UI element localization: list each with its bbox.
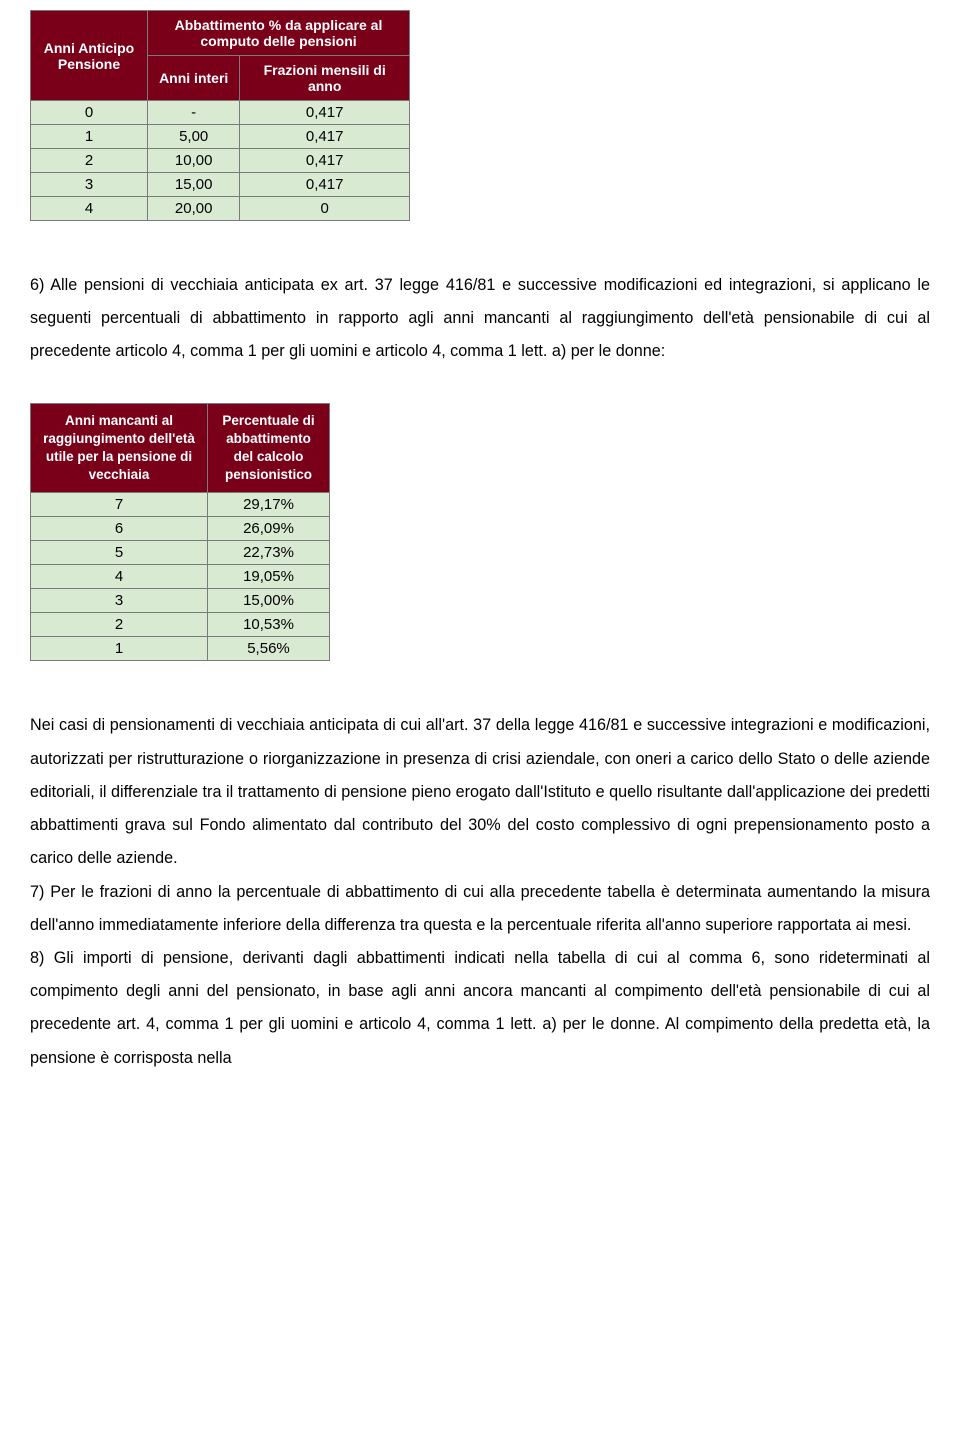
table-row: 7 29,17% bbox=[31, 493, 330, 517]
cell: 5 bbox=[31, 541, 208, 565]
paragraph-6: 6) Alle pensioni di vecchiaia anticipata… bbox=[30, 269, 930, 369]
cell: 2 bbox=[31, 613, 208, 637]
table-row: 1 5,00 0,417 bbox=[31, 125, 410, 149]
paragraph-7: 7) Per le frazioni di anno la percentual… bbox=[30, 876, 930, 942]
t2-header-percentuale: Percentuale di abbattimento del calcolo … bbox=[208, 403, 330, 493]
cell: 3 bbox=[31, 589, 208, 613]
cell: 6 bbox=[31, 517, 208, 541]
cell: 1 bbox=[31, 637, 208, 661]
percentuale-table: Anni mancanti al raggiungimento dell'età… bbox=[30, 403, 330, 662]
table-row: 4 19,05% bbox=[31, 565, 330, 589]
cell: 0,417 bbox=[240, 173, 410, 197]
table-row: 2 10,00 0,417 bbox=[31, 149, 410, 173]
table-row: 4 20,00 0 bbox=[31, 197, 410, 221]
cell: 1 bbox=[31, 125, 148, 149]
t1-header-anni-interi: Anni interi bbox=[148, 56, 240, 101]
cell: 0 bbox=[240, 197, 410, 221]
cell: 26,09% bbox=[208, 517, 330, 541]
cell: 29,17% bbox=[208, 493, 330, 517]
cell: 3 bbox=[31, 173, 148, 197]
table-row: 5 22,73% bbox=[31, 541, 330, 565]
cell: 20,00 bbox=[148, 197, 240, 221]
cell: 0,417 bbox=[240, 149, 410, 173]
cell: 10,53% bbox=[208, 613, 330, 637]
cell: - bbox=[148, 101, 240, 125]
cell: 7 bbox=[31, 493, 208, 517]
cell: 5,56% bbox=[208, 637, 330, 661]
t1-header-frazioni: Frazioni mensili di anno bbox=[240, 56, 410, 101]
cell: 15,00% bbox=[208, 589, 330, 613]
table-row: 3 15,00 0,417 bbox=[31, 173, 410, 197]
cell: 22,73% bbox=[208, 541, 330, 565]
cell: 19,05% bbox=[208, 565, 330, 589]
page: Anni Anticipo Pensione Abbattimento % da… bbox=[0, 0, 960, 1439]
cell: 0 bbox=[31, 101, 148, 125]
table-row: 3 15,00% bbox=[31, 589, 330, 613]
cell: 0,417 bbox=[240, 101, 410, 125]
cell: 2 bbox=[31, 149, 148, 173]
t2-header-anni-mancanti: Anni mancanti al raggiungimento dell'età… bbox=[31, 403, 208, 493]
cell: 10,00 bbox=[148, 149, 240, 173]
cell: 4 bbox=[31, 565, 208, 589]
table-row: 0 - 0,417 bbox=[31, 101, 410, 125]
t1-header-anni-anticipo: Anni Anticipo Pensione bbox=[31, 11, 148, 101]
cell: 4 bbox=[31, 197, 148, 221]
paragraph-8: 8) Gli importi di pensione, derivanti da… bbox=[30, 942, 930, 1075]
cell: 15,00 bbox=[148, 173, 240, 197]
table-row: 2 10,53% bbox=[31, 613, 330, 637]
cell: 5,00 bbox=[148, 125, 240, 149]
cell: 0,417 bbox=[240, 125, 410, 149]
table-row: 6 26,09% bbox=[31, 517, 330, 541]
t1-header-abbattimento: Abbattimento % da applicare al computo d… bbox=[148, 11, 410, 56]
paragraph-casi: Nei casi di pensionamenti di vecchiaia a… bbox=[30, 709, 930, 875]
table-row: 1 5,56% bbox=[31, 637, 330, 661]
abbattimento-table: Anni Anticipo Pensione Abbattimento % da… bbox=[30, 10, 410, 221]
